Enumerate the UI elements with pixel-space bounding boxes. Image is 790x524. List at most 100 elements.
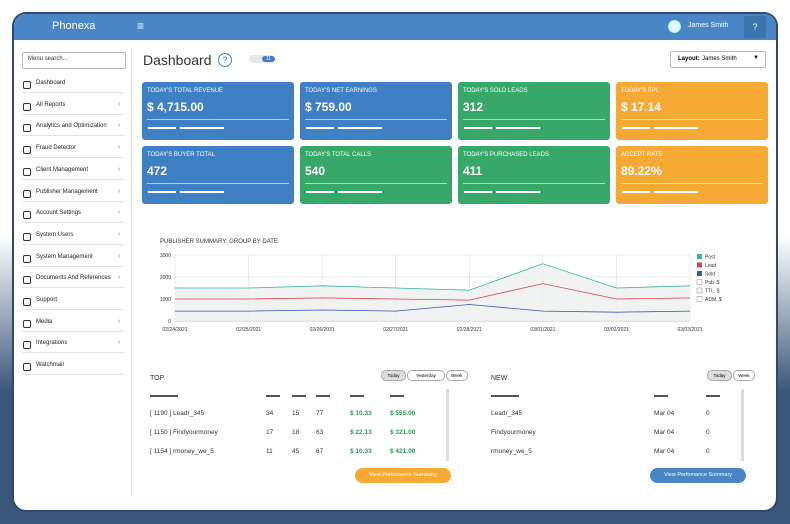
cell: 67 <box>316 448 324 455</box>
menu-divider <box>22 178 124 180</box>
sidebar-divider <box>131 48 132 496</box>
menu-item[interactable]: System Users <box>36 231 74 238</box>
menu-item[interactable]: Documents And References <box>36 275 111 282</box>
header-bar <box>350 395 364 397</box>
filter-button[interactable]: Week <box>733 370 755 381</box>
menu-item[interactable]: System Management <box>36 253 93 260</box>
menu-icon <box>23 189 31 198</box>
cell: 0 <box>706 429 710 436</box>
kpi-bar <box>654 191 698 193</box>
kpi-value: $ 759.00 <box>305 100 352 114</box>
menu-icon <box>23 211 31 220</box>
chevron: ‹ <box>118 274 121 282</box>
kpi-label: TODAY'S TOTAL CALLS <box>305 152 372 158</box>
kpi-bar <box>464 191 492 193</box>
layout-label: Layout: <box>678 56 700 62</box>
caret: ▼ <box>753 55 759 61</box>
x-tick-label: 02/28/2021 <box>457 327 482 333</box>
kpi-label: TODAY'S NET EARNINGS <box>305 88 377 94</box>
kpi-label: TODAY'S TOTAL REVENUE <box>147 88 224 94</box>
menu-divider <box>22 222 124 224</box>
menu-icon <box>23 363 31 372</box>
menu-item[interactable]: Client Management <box>36 166 89 173</box>
scrollbar <box>741 389 744 461</box>
y-tick-label: 1000 <box>160 297 171 303</box>
chevron: ‹ <box>118 252 121 260</box>
menu-item[interactable]: Publisher Management <box>36 188 98 195</box>
summary-button[interactable]: View Perfomance Summary <box>650 468 746 483</box>
cell: 45 <box>292 448 300 455</box>
x-tick-label: 02/27/2021 <box>383 327 408 333</box>
kpi-bar <box>180 191 224 193</box>
menu-item[interactable]: Fraud Detector <box>36 145 77 152</box>
kpi-rule <box>463 183 605 184</box>
menu-icon <box>23 146 31 155</box>
y-tick-label: 3000 <box>160 253 171 259</box>
chevron: ‹ <box>118 317 121 325</box>
kpi-value: $ 17.14 <box>621 100 662 114</box>
layout-select[interactable] <box>670 51 766 68</box>
menu-divider <box>22 113 124 115</box>
menu-item[interactable]: Integrations <box>36 340 68 347</box>
kpi-value: 472 <box>147 164 168 178</box>
header-bar <box>292 395 306 397</box>
kpi-value: 89.22% <box>621 164 662 178</box>
filter-button[interactable]: Today <box>707 370 732 381</box>
search-placeholder[interactable]: Menu search... <box>28 56 68 62</box>
header-bar <box>266 395 280 397</box>
filter-button[interactable]: Week <box>445 370 468 381</box>
kpi-bar <box>496 127 540 129</box>
legend-label: Post <box>705 255 716 261</box>
menu-item[interactable]: Media <box>36 318 53 325</box>
kpi-bar <box>338 191 382 193</box>
cell: 11 <box>266 448 273 455</box>
kpi-bar <box>622 191 650 193</box>
menu-item[interactable]: Analytics and Optimization <box>36 123 107 130</box>
legend-label: Lead <box>705 263 716 269</box>
kpi-value: $ 4,715.00 <box>147 100 204 114</box>
y-tick-label: 0 <box>168 319 171 325</box>
cell: Findyourmoney <box>491 429 536 436</box>
menu-item[interactable]: All Reports <box>36 101 66 108</box>
series-line <box>175 304 691 313</box>
avatar <box>668 20 681 33</box>
kpi-bar <box>306 191 334 193</box>
help[interactable]: ? <box>744 16 766 38</box>
menu-toggle[interactable]: ≡ <box>137 19 145 33</box>
filter-button[interactable]: Today <box>381 370 406 381</box>
help-icon: ? <box>218 53 232 67</box>
kpi-value: 540 <box>305 164 326 178</box>
menu-icon <box>23 341 31 350</box>
filter-button[interactable]: Yesterday <box>407 370 445 381</box>
cell: 0 <box>706 448 710 455</box>
chevron: ‹ <box>118 122 121 130</box>
menu-item[interactable]: Account Settings <box>36 210 82 217</box>
summary-button[interactable]: View Perfomance Summary <box>355 468 451 483</box>
cell: Mar 04 <box>654 448 675 455</box>
kpi-value: 312 <box>463 100 484 114</box>
menu-icon <box>23 167 31 176</box>
menu-icon <box>23 254 31 263</box>
cell: Mar 04 <box>654 410 675 417</box>
kpi-card <box>142 146 294 204</box>
cell: [ 1150 ] Findyourmoney <box>150 429 218 436</box>
legend-swatch <box>697 271 702 276</box>
kpi-label: TODAY'S PURCHASED LEADS <box>463 152 549 158</box>
kpi-rule <box>305 119 447 120</box>
header-bar <box>654 395 668 397</box>
cell: Leadr_345 <box>491 410 523 417</box>
menu-divider <box>22 309 124 310</box>
menu-item[interactable]: Watchmail <box>36 362 64 369</box>
menu-item[interactable]: Support <box>36 297 58 303</box>
legend-box <box>696 287 703 294</box>
top-bar <box>14 14 776 40</box>
x-tick-label: 03/01/2021 <box>530 327 555 333</box>
kpi-rule <box>621 119 763 120</box>
menu-divider <box>22 135 124 137</box>
kpi-bar <box>464 127 492 129</box>
menu-item[interactable]: Dashboard <box>36 80 66 86</box>
chevron: ‹ <box>118 187 121 195</box>
user-name[interactable]: James Smith <box>688 22 729 29</box>
page-title: Dashboard <box>143 52 212 68</box>
kpi-bar <box>148 127 176 129</box>
